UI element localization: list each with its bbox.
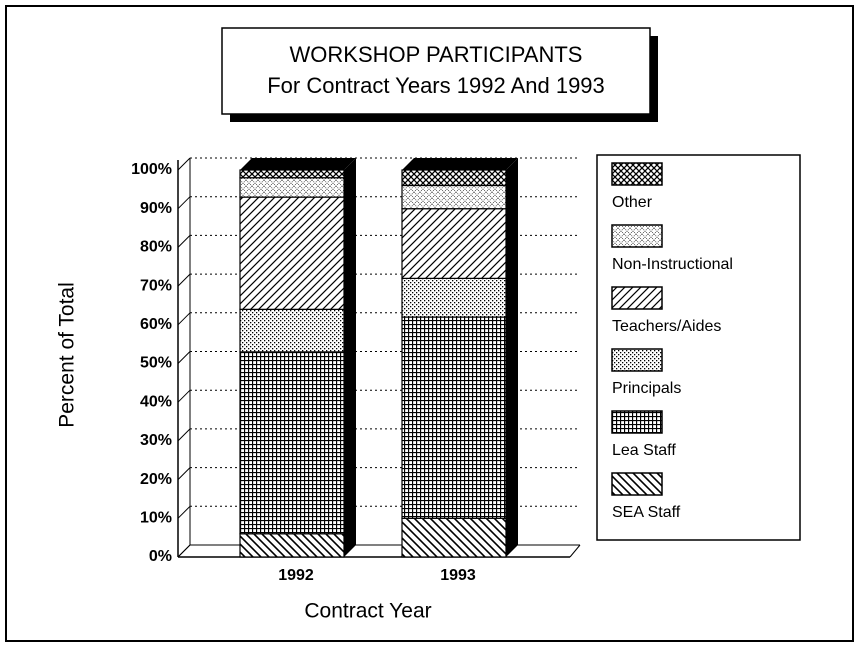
- y-tick: [177, 505, 191, 519]
- y-tick: [177, 467, 191, 480]
- x-tick-label: 1993: [440, 567, 476, 584]
- y-tick: [177, 157, 191, 171]
- legend-swatch: [611, 286, 663, 310]
- y-tick-label: 50%: [140, 355, 172, 372]
- legend-label: SEA Staff: [612, 504, 681, 521]
- title-box: [221, 27, 651, 115]
- bar-segment: [401, 208, 507, 279]
- y-tick-label: 40%: [140, 393, 172, 410]
- legend-label: Non-Instructional: [612, 256, 733, 273]
- legend-swatch: [611, 472, 663, 496]
- bar-segment: [401, 184, 507, 210]
- legend-label: Principals: [612, 380, 681, 397]
- y-tick-label: 70%: [140, 277, 172, 294]
- y-tick-label: 90%: [140, 200, 172, 217]
- bar-side: [506, 158, 518, 557]
- chart-subtitle: For Contract Years 1992 And 1993: [267, 73, 605, 98]
- y-tick: [177, 389, 191, 403]
- legend-swatch: [611, 410, 663, 434]
- bar-segment: [239, 351, 345, 535]
- bar-segment: [239, 533, 345, 558]
- bar-segment: [401, 316, 507, 519]
- bar-segment: [401, 517, 507, 558]
- y-tick-label: 10%: [140, 510, 172, 527]
- y-tick: [177, 312, 191, 326]
- y-tick-label: 80%: [140, 239, 172, 256]
- y-axis-label: Percent of Total: [56, 282, 79, 428]
- bar-segment: [239, 308, 345, 353]
- x-axis-label: Contract Year: [304, 600, 431, 623]
- y-tick-label: 60%: [140, 316, 172, 333]
- x-tick-label: 1992: [278, 567, 314, 584]
- legend-swatch: [611, 224, 663, 248]
- bar-segment: [239, 196, 345, 310]
- legend-swatch: [611, 162, 663, 186]
- frame: [5, 5, 854, 642]
- legend-label: Lea Staff: [612, 442, 676, 459]
- legend-label: Other: [612, 194, 653, 211]
- y-tick-label: 0%: [149, 548, 172, 565]
- y-tick: [177, 428, 191, 442]
- y-tick: [177, 235, 191, 248]
- legend-label: Teachers/Aides: [612, 318, 721, 335]
- y-tick: [177, 351, 191, 364]
- bar-top: [402, 158, 518, 170]
- bar-side: [344, 158, 356, 557]
- floor-edge: [569, 544, 581, 558]
- legend-swatch: [611, 348, 663, 372]
- bar-segment: [401, 169, 507, 187]
- y-tick: [177, 544, 191, 558]
- bar-top: [240, 158, 356, 170]
- y-tick: [177, 273, 191, 287]
- y-tick-label: 20%: [140, 471, 172, 488]
- chart-title: WORKSHOP PARTICIPANTS: [290, 42, 583, 67]
- bar-segment: [239, 169, 345, 179]
- y-tick: [177, 196, 191, 210]
- y-tick-label: 30%: [140, 432, 172, 449]
- y-tick-label: 100%: [131, 161, 172, 178]
- bar-segment: [239, 177, 345, 198]
- bar-segment: [401, 277, 507, 318]
